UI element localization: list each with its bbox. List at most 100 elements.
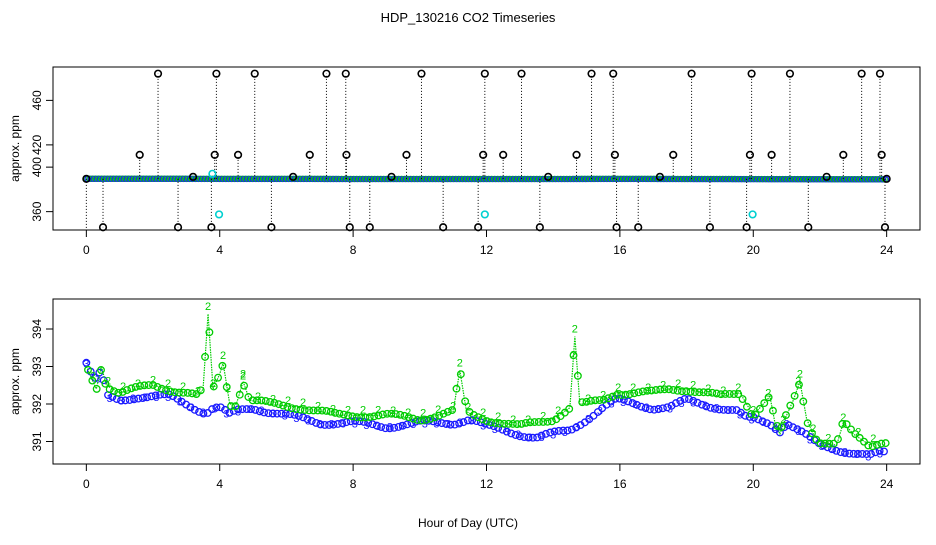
y-tick-label: 392 — [30, 394, 44, 414]
series-2-point — [812, 435, 821, 444]
series-2-label: 2 — [120, 381, 126, 393]
x-tick-label: 24 — [880, 243, 894, 257]
series-3-point — [203, 409, 212, 417]
cyan-point — [748, 210, 757, 219]
series-2-point — [248, 396, 257, 405]
series-2-point — [175, 388, 183, 397]
series-3-point — [125, 396, 134, 404]
series-3-point — [775, 428, 784, 437]
spike-mid — [499, 150, 508, 159]
series-2-point — [404, 413, 413, 422]
series-3-label: 3 — [247, 404, 253, 416]
series-2-peak-label: 2 — [205, 301, 211, 313]
series-3-point — [459, 418, 468, 427]
series-2-point — [378, 410, 387, 419]
cyan-point — [208, 169, 217, 178]
series-2-point — [274, 400, 283, 409]
series-3-label: 3 — [445, 418, 451, 430]
series-3-point — [320, 420, 329, 429]
spike-mid — [342, 150, 351, 159]
series-3-point — [541, 429, 550, 438]
series-2-point — [218, 361, 227, 370]
series-3-label: 3 — [375, 421, 381, 433]
series-3-label: 3 — [340, 418, 346, 430]
spike-low — [742, 223, 751, 232]
spike-low — [267, 223, 276, 232]
series-2-label: 2 — [435, 404, 441, 416]
series-2-point — [721, 389, 730, 398]
series-3-point — [255, 407, 264, 416]
series-3-label: 3 — [562, 427, 568, 439]
series-3-label: 3 — [153, 392, 159, 404]
series-3-point — [238, 405, 247, 414]
series-3-point — [663, 403, 672, 412]
series-2-point — [877, 439, 886, 448]
series-3-point — [143, 393, 151, 402]
spike-high — [857, 69, 866, 78]
spike-high — [609, 69, 618, 78]
series-3-label: 3 — [282, 410, 288, 422]
series-2-point — [209, 382, 218, 391]
series-2-point — [339, 410, 348, 419]
series-3-label: 3 — [714, 403, 720, 415]
spike-mid — [745, 150, 755, 159]
series-2-label: 2 — [270, 394, 276, 406]
series-3-label: 3 — [492, 424, 498, 436]
series-2-point — [599, 395, 608, 404]
series-2-label: 2 — [600, 389, 606, 401]
series-2-point — [513, 420, 522, 429]
series-3-point — [671, 399, 680, 408]
spike-mid — [479, 150, 488, 159]
y-tick-label: 391 — [30, 431, 44, 451]
series-3-label: 3 — [270, 408, 276, 420]
series-3-point — [628, 399, 637, 408]
series-3-point — [390, 423, 399, 432]
base-marker — [188, 172, 198, 181]
series-2-point — [651, 386, 660, 394]
series-3-label: 3 — [165, 392, 171, 404]
series-3-point — [299, 413, 308, 422]
series-2-point — [808, 429, 816, 438]
spike-high — [322, 69, 331, 78]
series-3-point — [403, 420, 412, 429]
series-3-label: 3 — [200, 407, 206, 419]
series-2-point — [196, 386, 205, 395]
spike-low — [439, 223, 448, 232]
series-2-point — [231, 402, 240, 411]
series-3-point — [789, 423, 797, 432]
series-3-label: 3 — [480, 421, 486, 433]
spike-mid — [669, 150, 678, 159]
series-2-label: 2 — [450, 401, 456, 413]
series-3-label: 3 — [387, 422, 393, 434]
series-3-label: 3 — [608, 399, 614, 411]
series-2-point — [495, 419, 504, 428]
spike-high — [747, 69, 756, 78]
series-2-point — [586, 396, 595, 405]
series-2-label: 2 — [420, 407, 426, 419]
series-2-label: 2 — [645, 382, 651, 394]
series-3-label: 3 — [597, 406, 603, 418]
series-3-point — [654, 405, 663, 414]
series-3-point — [593, 408, 602, 416]
series-2-label: 2 — [570, 349, 576, 361]
series-2-label: 2 — [180, 381, 186, 393]
series-3-label: 3 — [293, 413, 299, 425]
spike-mid — [402, 150, 411, 159]
series-3-point — [719, 405, 728, 414]
series-2-point — [760, 399, 769, 408]
series-3-point — [676, 396, 685, 405]
series-2-point — [92, 384, 101, 393]
series-3-point — [121, 396, 130, 405]
series-2-label: 2 — [705, 383, 711, 395]
series-2-point — [400, 411, 409, 420]
x-tick-label: 8 — [350, 477, 357, 491]
series-2-point — [266, 397, 275, 406]
series-2-point — [829, 439, 838, 448]
spike-high — [517, 69, 526, 78]
series-2-point — [673, 386, 682, 395]
series-2-point — [396, 410, 405, 419]
series-3-point — [784, 421, 793, 430]
series-3-label: 3 — [737, 410, 743, 422]
series-2-point — [101, 379, 110, 388]
series-2-label: 2 — [825, 433, 831, 445]
